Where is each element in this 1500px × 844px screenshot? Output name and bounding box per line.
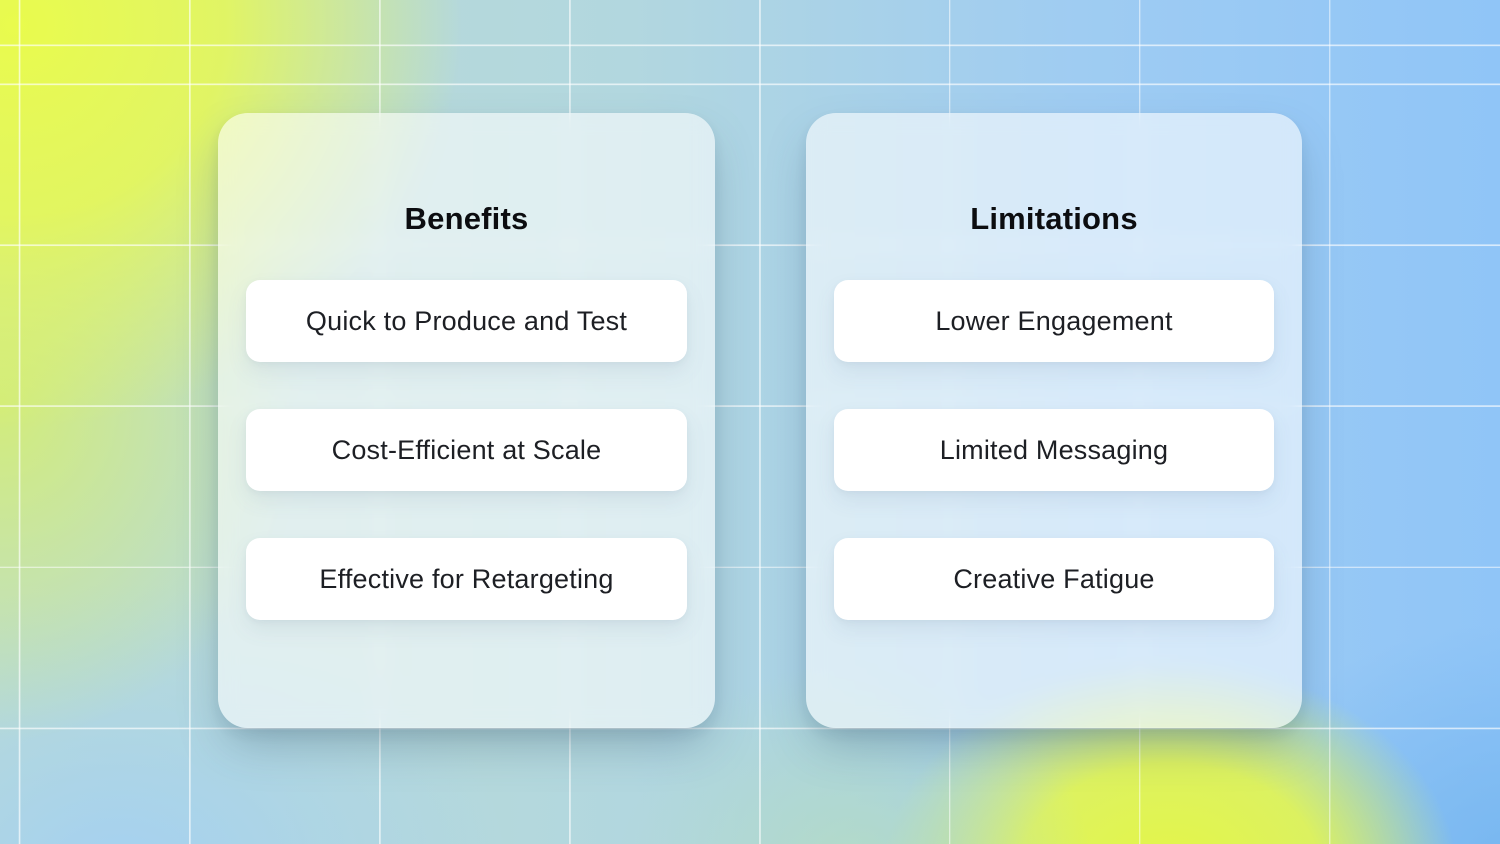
benefits-item-3: Effective for Retargeting [246,538,687,620]
limitations-item-3-label: Creative Fatigue [953,563,1155,594]
limitations-item-2-label: Limited Messaging [939,434,1169,465]
benefits-item-1: Quick to Produce and Test [246,280,687,362]
benefits-item-3-label: Effective for Retargeting [319,563,614,594]
benefits-item-1-label: Quick to Produce and Test [305,305,628,336]
limitations-card-title: Limitations [970,201,1138,236]
benefits-item-2: Cost-Efficient at Scale [246,409,687,491]
limitations-item-3: Creative Fatigue [834,538,1274,620]
benefits-item-2-label: Cost-Efficient at Scale [331,434,602,465]
benefits-card: Benefits Quick to Produce and Test Cost-… [218,113,715,728]
limitations-card: Limitations Lower Engagement Limited Mes… [806,113,1302,728]
benefits-card-title: Benefits [404,201,529,236]
limitations-item-1: Lower Engagement [834,280,1274,362]
limitations-item-1-label: Lower Engagement [935,305,1173,336]
limitations-item-2: Limited Messaging [834,409,1274,491]
